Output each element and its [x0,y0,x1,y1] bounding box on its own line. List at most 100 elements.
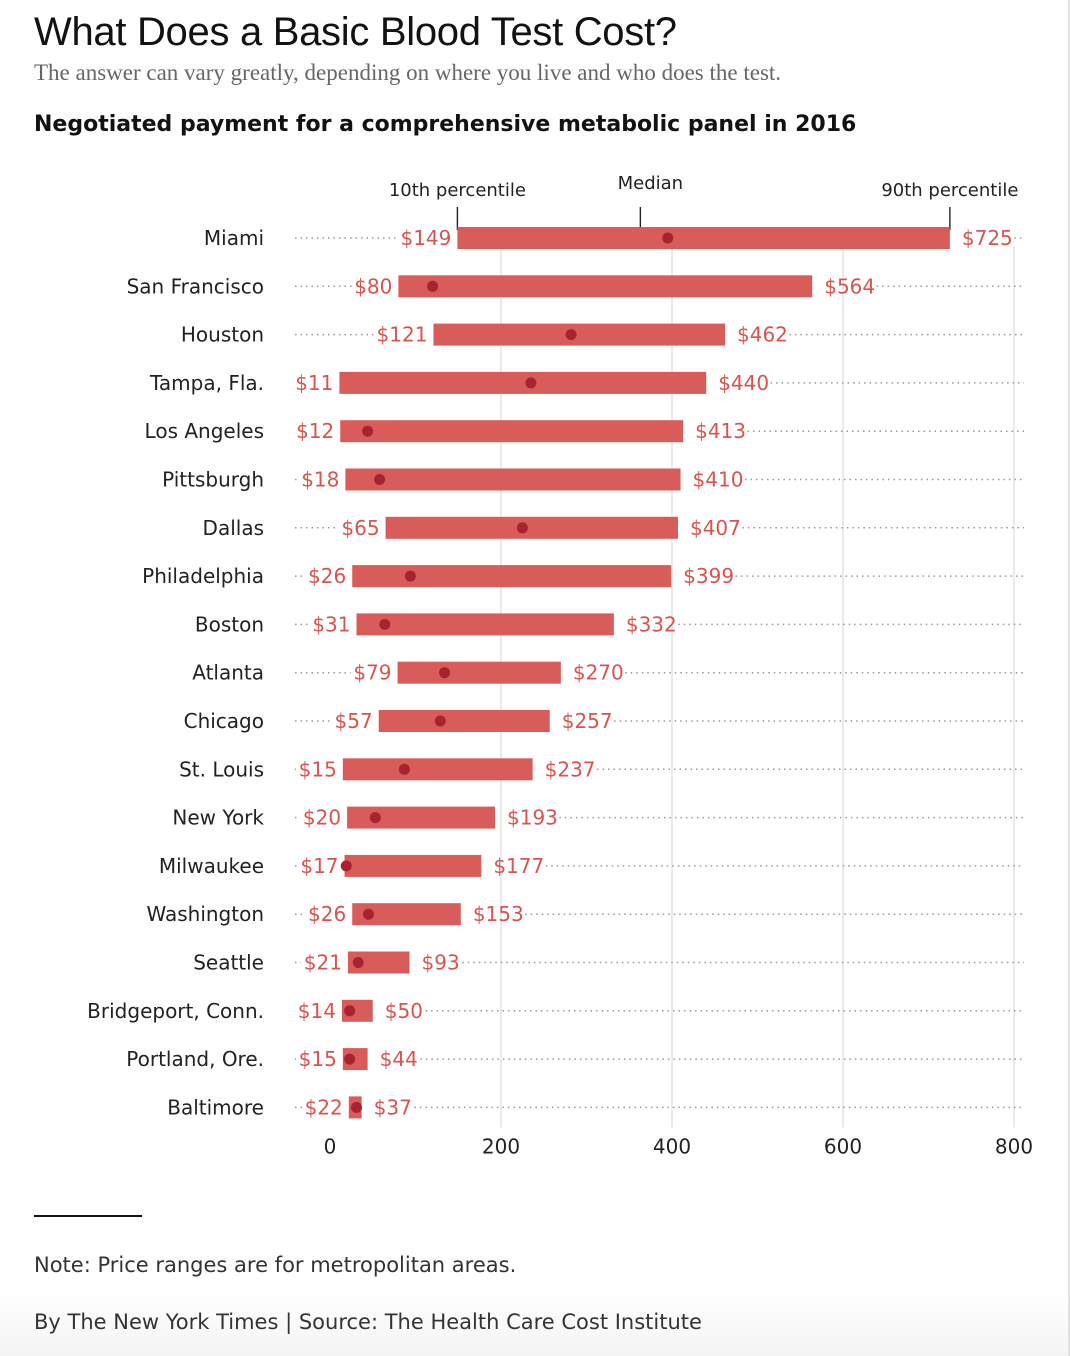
low-value-label: $15 [299,1047,337,1071]
median-dot [525,377,537,389]
median-dot [516,522,528,534]
x-tick-label: 200 [482,1134,520,1158]
range-bar [347,806,496,829]
low-value-label: $79 [353,661,391,685]
median-dot [398,763,410,775]
source-credit: By The New York Times | Source: The Heal… [34,1310,702,1334]
low-value-label: $22 [305,1095,343,1119]
low-value-label: $80 [354,274,392,298]
high-value-label: $237 [545,757,596,781]
low-value-label: $31 [312,612,350,636]
chart-title: Negotiated payment for a comprehensive m… [34,112,857,137]
legend-high-label: 90th percentile [881,180,1018,201]
low-value-label: $57 [335,709,373,733]
x-tick-label: 0 [324,1134,337,1158]
range-bar [385,516,678,539]
high-value-label: $50 [385,999,423,1023]
median-dot [427,280,439,292]
city-label: Miami [204,226,264,250]
high-value-label: $407 [690,516,741,540]
city-label: Philadelphia [142,564,264,588]
median-dot [352,957,364,968]
high-value-label: $193 [507,806,558,830]
city-label: San Francisco [127,274,264,298]
median-dot [344,1005,356,1017]
range-bar [342,758,533,781]
median-dot [565,329,577,341]
median-dot [351,1101,363,1113]
low-value-label: $149 [400,226,451,250]
page-right-border [1068,0,1070,1356]
range-bar [344,854,482,877]
high-value-label: $37 [374,1095,412,1119]
median-dot [662,232,674,244]
city-label: Tampa, Fla. [149,371,264,395]
x-tick-label: 800 [995,1134,1033,1158]
low-value-label: $12 [296,419,334,443]
city-label: Bridgeport, Conn. [87,999,264,1023]
median-dot [369,812,381,824]
low-value-label: $18 [301,468,339,492]
median-dot [362,908,374,920]
high-value-label: $410 [693,468,744,492]
legend-low-label: 10th percentile [389,180,526,201]
median-dot [379,618,391,630]
low-value-label: $21 [304,951,342,975]
footer-note: Note: Price ranges are for metropolitan … [34,1253,517,1277]
range-bar-chart: 0 200 400 600 800 10th percentile Median 90th p… [87,173,1033,1158]
high-value-label: $153 [473,902,524,926]
x-tick-label: 600 [824,1134,862,1158]
high-value-label: $177 [493,854,544,878]
median-dot [344,1053,356,1065]
high-value-label: $93 [422,951,460,975]
median-dot [362,425,374,437]
page-subtitle: The answer can vary greatly, depending o… [34,60,782,85]
city-label: Los Angeles [145,419,264,443]
credit-bar: By The New York Times | Source: The Heal… [0,1290,1068,1356]
city-label: Pittsburgh [162,468,264,492]
range-bar [339,371,707,394]
city-label: Dallas [203,516,264,540]
range-bar [352,565,672,588]
city-label: Seattle [193,951,264,975]
x-tick-label: 400 [653,1134,691,1158]
city-label: Milwaukee [159,854,264,878]
range-bar [397,661,561,684]
high-value-label: $564 [824,274,875,298]
median-dot [374,474,386,485]
range-bar [457,227,950,249]
high-value-label: $257 [562,709,613,733]
range-bar [347,951,410,974]
city-label: Baltimore [167,1095,264,1119]
range-bar [342,1048,368,1071]
median-dot [404,570,416,582]
range-bar [356,613,614,636]
city-label: Boston [195,612,264,636]
range-bar [352,903,461,926]
low-value-label: $26 [308,902,346,926]
low-value-label: $14 [298,999,336,1023]
low-value-label: $11 [295,371,333,395]
low-value-label: $15 [299,757,337,781]
high-value-label: $440 [718,371,769,395]
range-bar [398,275,813,298]
city-label: Washington [146,902,264,926]
city-label: New York [172,806,264,830]
city-label: Atlanta [192,661,264,685]
city-label: Portland, Ore. [126,1047,264,1071]
range-bar [345,468,681,491]
low-value-label: $17 [300,854,338,878]
median-dot [439,667,451,679]
high-value-label: $270 [573,661,624,685]
median-dot [434,715,446,727]
high-value-label: $399 [683,564,734,588]
high-value-label: $413 [695,419,746,443]
low-value-label: $121 [377,323,428,347]
city-label: St. Louis [179,757,264,781]
high-value-label: $332 [626,612,677,636]
city-label: Houston [181,323,264,347]
low-value-label: $26 [308,564,346,588]
range-bar [340,420,684,443]
median-dot [340,860,352,872]
high-value-label: $462 [737,323,788,347]
